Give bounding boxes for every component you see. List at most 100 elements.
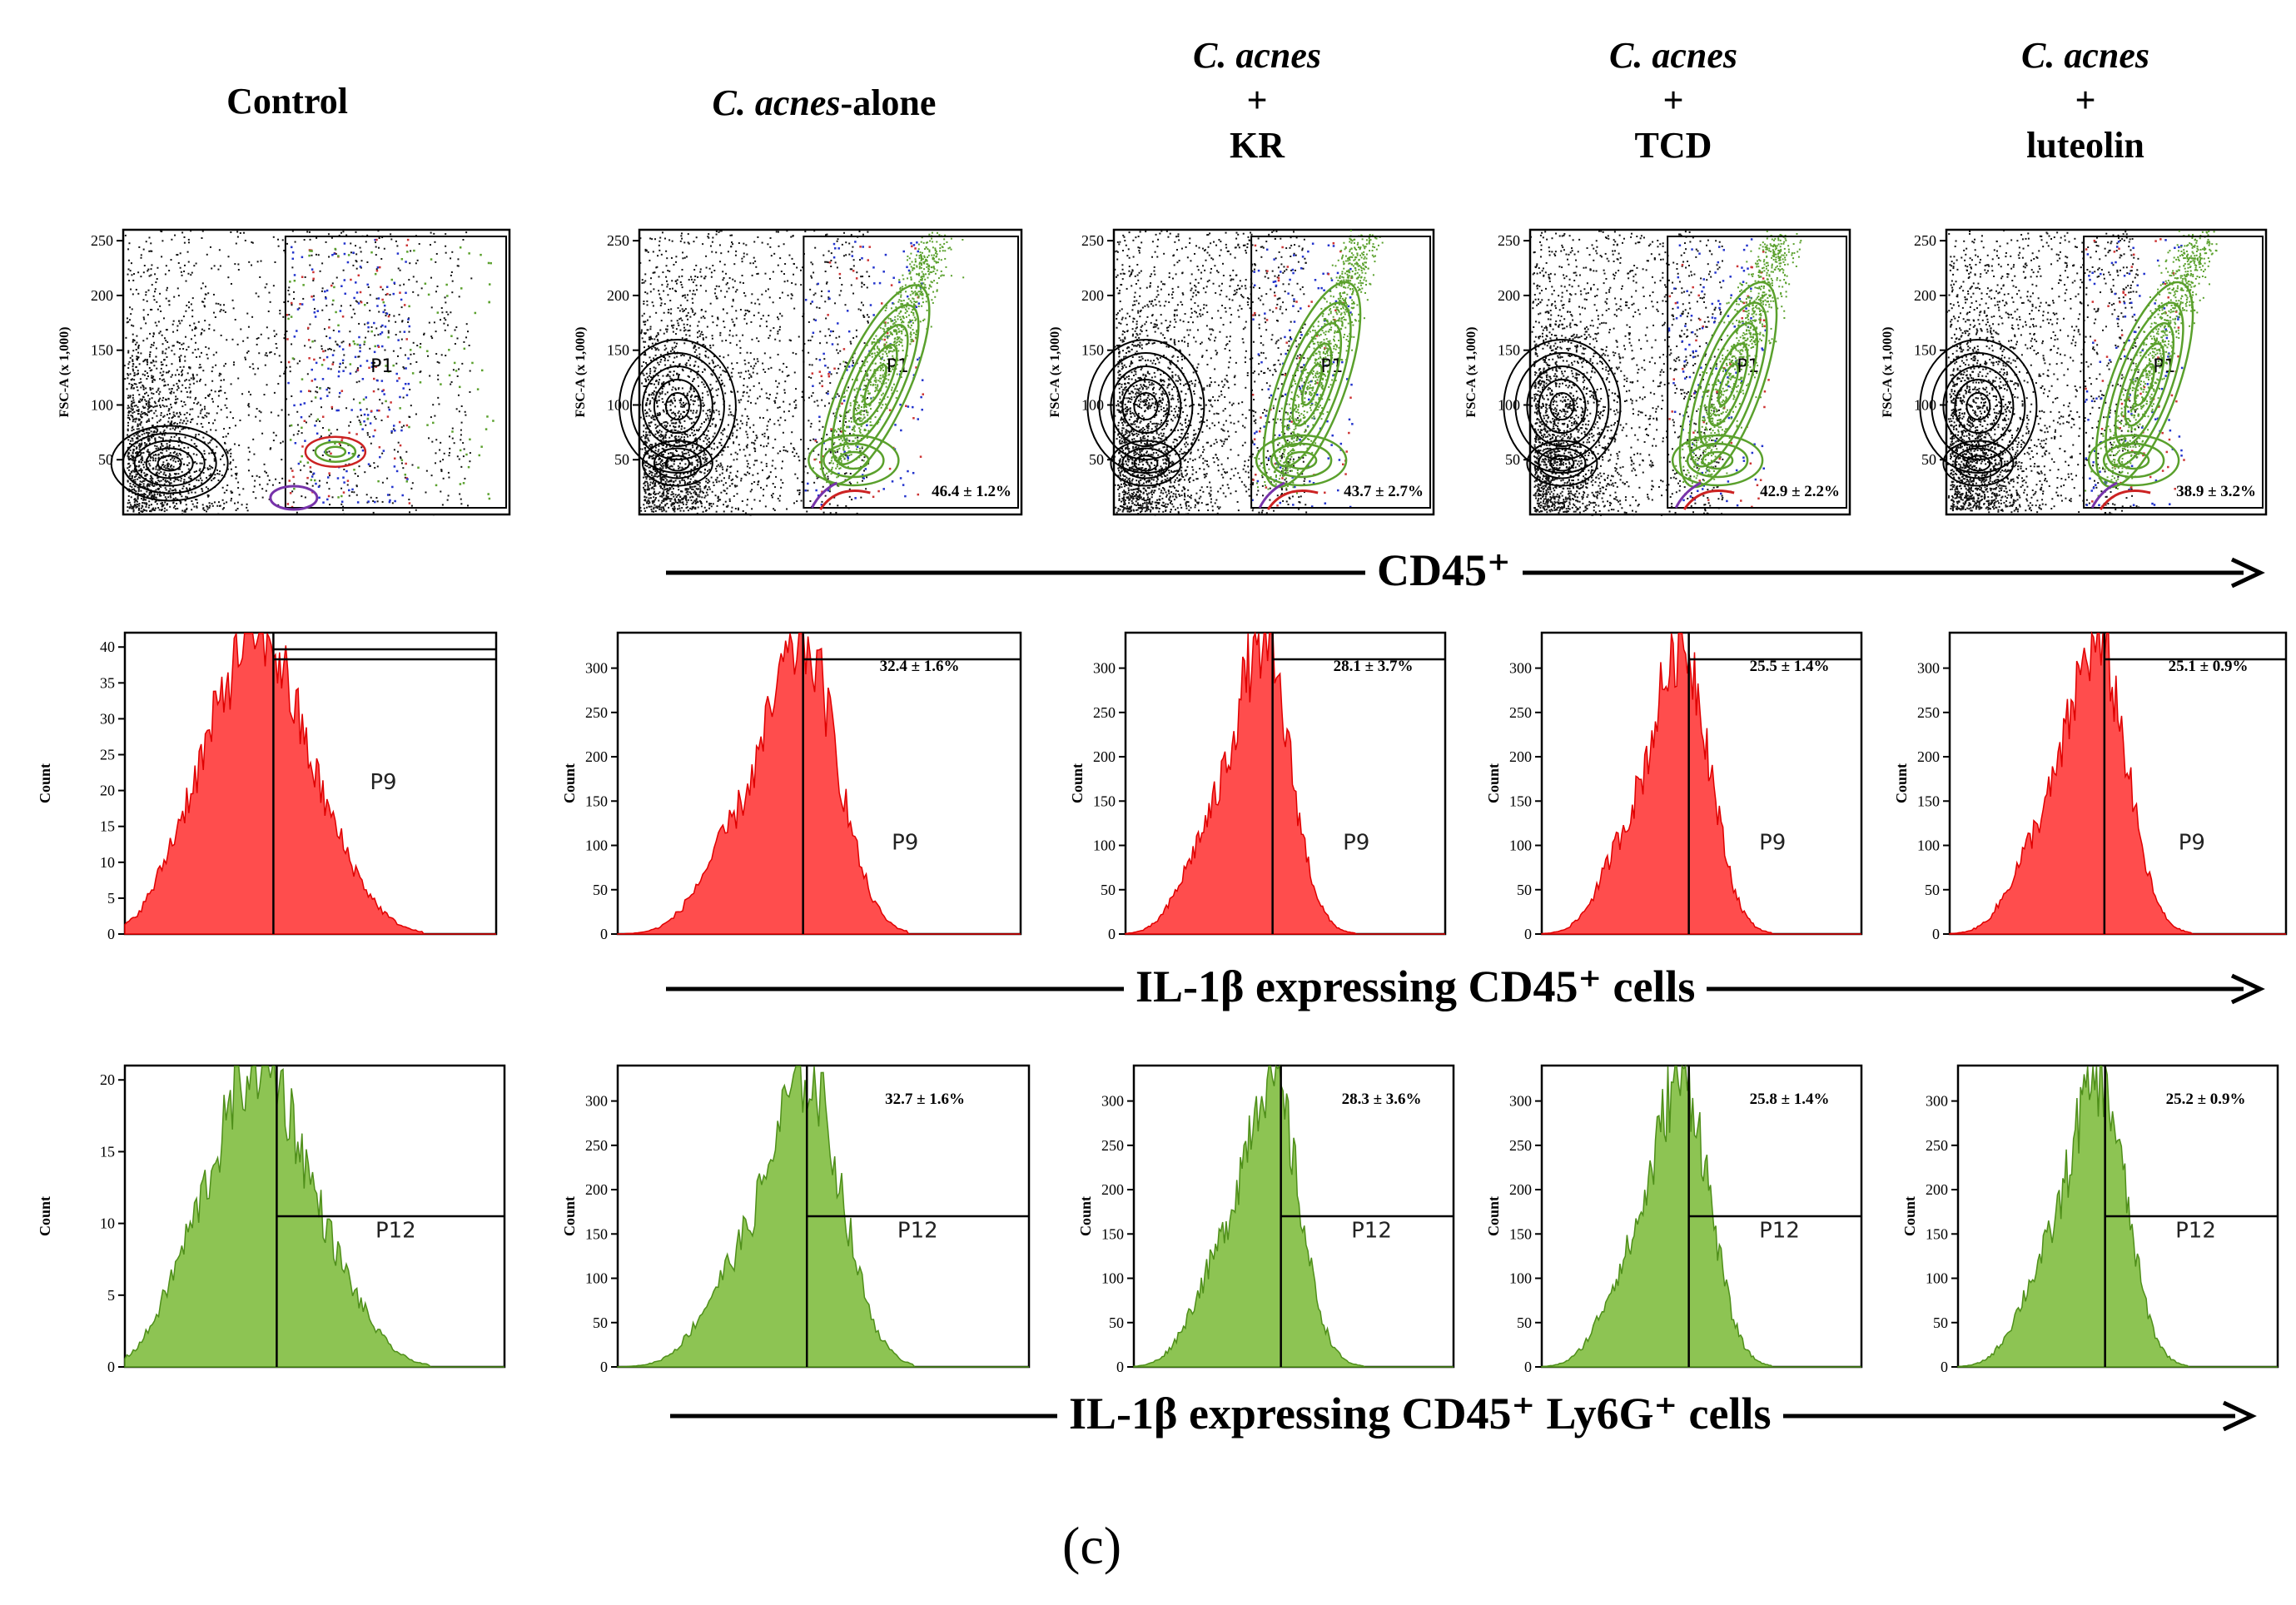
dot — [753, 424, 755, 426]
y-tick-label: 100 — [91, 396, 113, 413]
dot — [405, 450, 408, 453]
dot — [179, 448, 181, 450]
dot — [455, 326, 458, 329]
dot — [133, 470, 136, 473]
dot — [689, 507, 692, 509]
dot — [195, 341, 197, 344]
dot — [142, 386, 145, 389]
dot — [673, 397, 675, 400]
dot — [133, 401, 136, 404]
dot — [366, 261, 369, 263]
dot — [169, 488, 171, 490]
dot — [670, 400, 673, 403]
dot — [157, 321, 160, 323]
dot — [734, 485, 737, 488]
dot — [685, 452, 688, 455]
dot — [660, 506, 663, 509]
dot — [654, 342, 657, 345]
dot — [763, 368, 765, 370]
dot — [682, 453, 684, 455]
dot — [221, 474, 223, 476]
dot — [658, 499, 660, 502]
dot — [169, 505, 171, 508]
dot — [697, 430, 699, 432]
dot — [129, 473, 132, 475]
dot — [658, 430, 661, 432]
dot — [369, 310, 371, 312]
dot — [172, 445, 175, 448]
dot — [650, 417, 653, 420]
dot — [714, 479, 717, 481]
dot — [273, 391, 276, 394]
dot — [142, 430, 145, 433]
purple-contour — [269, 484, 319, 511]
dot — [659, 305, 662, 307]
dot — [372, 435, 375, 438]
dot — [177, 380, 180, 382]
dot — [187, 476, 190, 479]
dot — [711, 359, 713, 361]
dot — [712, 236, 714, 239]
dot — [658, 411, 661, 414]
dot — [172, 468, 175, 470]
dot — [757, 397, 759, 400]
dot — [140, 327, 142, 330]
col-title-line: C. acnes — [2021, 35, 2149, 76]
dot — [339, 362, 341, 365]
dot — [206, 508, 209, 510]
dot — [655, 311, 658, 314]
dot — [153, 299, 156, 301]
dot — [159, 330, 162, 333]
dot — [142, 484, 145, 487]
dot — [736, 344, 738, 346]
dot — [456, 375, 459, 377]
dot — [359, 266, 362, 268]
dot — [729, 234, 732, 236]
dot — [668, 489, 670, 492]
dot — [784, 380, 787, 383]
dot — [658, 435, 661, 437]
dot — [133, 273, 136, 276]
col-title-line: KR — [1230, 125, 1285, 166]
dot — [643, 435, 645, 437]
dot — [407, 357, 410, 360]
dot — [137, 409, 140, 411]
dot — [346, 261, 350, 264]
dot — [644, 465, 647, 467]
dot — [649, 431, 651, 434]
dot — [829, 451, 832, 454]
dot — [186, 390, 188, 393]
dot — [659, 329, 662, 331]
dot — [717, 454, 719, 456]
dot — [684, 433, 687, 435]
dot — [732, 432, 734, 435]
dot — [650, 277, 653, 280]
dot — [189, 477, 191, 480]
dot — [322, 359, 326, 361]
dot — [178, 452, 181, 455]
dot — [719, 334, 722, 336]
dot — [176, 369, 178, 371]
dot — [367, 325, 370, 329]
dot — [768, 420, 770, 423]
dot — [692, 489, 694, 491]
dot — [700, 330, 703, 333]
dot — [653, 394, 655, 396]
dot — [265, 489, 267, 492]
dot — [767, 442, 769, 445]
dot — [384, 325, 387, 328]
dot — [451, 251, 454, 253]
dot — [355, 381, 358, 384]
dot — [187, 301, 190, 304]
dot — [159, 468, 162, 470]
dot — [393, 281, 396, 285]
dot — [861, 282, 863, 285]
dot — [196, 355, 198, 358]
dot — [398, 377, 400, 380]
dot — [326, 388, 328, 391]
dot — [448, 476, 450, 479]
dot — [468, 252, 470, 255]
dot — [730, 453, 733, 455]
dot — [376, 345, 380, 347]
dot — [172, 320, 175, 322]
